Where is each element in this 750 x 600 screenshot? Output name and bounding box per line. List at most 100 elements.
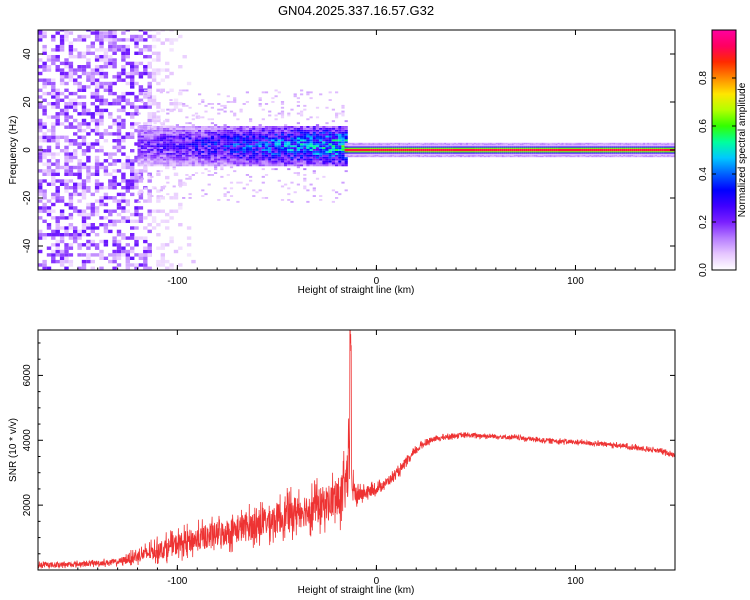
spectrogram-carrier-cell: [454, 156, 456, 158]
spectrogram-signal-cell: [191, 149, 195, 151]
spectrogram-carrier-cell: [428, 144, 431, 146]
spectrogram-carrier-cell: [549, 153, 552, 155]
spectrogram-carrier-cell: [368, 148, 371, 150]
spectrogram-signal-cell: [185, 141, 189, 144]
spectrogram-signal-cell: [335, 156, 339, 159]
spectrogram-noise-cell: [59, 41, 65, 45]
spectrogram-noise-cell: [151, 115, 157, 119]
spectrogram-noise-cell: [116, 263, 122, 267]
spectrogram-carrier-cell: [565, 146, 568, 148]
spectrogram-carrier-cell: [617, 148, 620, 150]
spectrogram-signal-cell: [341, 162, 345, 165]
spectrogram-signal-cell: [236, 126, 240, 128]
spectrogram-carrier-cell: [501, 142, 504, 144]
spectrogram-carrier-cell: [507, 148, 510, 150]
spectrogram-carrier-cell: [587, 148, 590, 150]
spectrogram-carrier-cell: [374, 152, 377, 154]
spectrogram-signal-cell: [239, 127, 243, 130]
spectrogram-signal-cell: [156, 170, 160, 173]
spectrogram-noise-cell: [73, 142, 78, 146]
spectrogram-carrier-cell: [458, 147, 460, 149]
spectrogram-carrier-cell: [483, 154, 486, 156]
spectrogram-signal-cell: [172, 137, 176, 140]
spectrogram-signal-cell: [229, 131, 234, 134]
spectrogram-carrier-cell: [515, 151, 518, 153]
spectrogram-carrier-cell: [631, 154, 634, 156]
spectrogram-signal-cell: [306, 143, 310, 146]
spectrogram-carrier-cell: [436, 144, 439, 146]
spectrogram-carrier-cell: [489, 147, 492, 149]
spectrogram-noise-cell: [112, 199, 117, 203]
spectrogram-carrier-cell: [396, 156, 399, 158]
spectrogram-carrier-cell: [547, 145, 550, 147]
spectrogram-noise-cell: [99, 253, 104, 257]
spectrogram-signal-cell: [169, 133, 173, 136]
spectrogram-signal-cell: [143, 135, 148, 138]
spectrogram-carrier-cell: [527, 146, 530, 148]
spectrogram-signal-cell: [175, 127, 179, 130]
spectrogram-carrier-cell: [432, 151, 435, 153]
spectrogram-carrier-cell: [481, 151, 484, 153]
spectrogram-signal-cell: [191, 162, 195, 165]
spectrogram-carrier-cell: [430, 153, 433, 155]
spectrogram-signal-cell: [182, 127, 186, 130]
spectrogram-carrier-cell: [563, 142, 566, 144]
spectrogram-carrier-cell: [625, 154, 628, 156]
spectrogram-signal-cell: [312, 133, 316, 136]
spectrogram-carrier-cell: [613, 156, 616, 158]
spectrogram-noise-cell: [73, 38, 78, 42]
spectrogram-carrier-cell: [346, 152, 349, 154]
spectrogram-carrier-cell: [422, 144, 425, 146]
spectrogram-carrier-cell: [442, 153, 445, 155]
spectrogram-carrier-cell: [416, 145, 419, 147]
spectrogram-signal-cell: [306, 127, 310, 130]
spectrogram-carrier-cell: [621, 144, 624, 146]
spectrogram-signal-cell: [188, 137, 192, 140]
spectrogram-signal-cell: [335, 145, 339, 148]
spectrogram-signal-cell: [309, 141, 313, 144]
spectrogram-carrier-cell: [454, 142, 456, 144]
spectrogram-carrier-cell: [651, 151, 654, 153]
spectrogram-signal-cell: [159, 162, 163, 165]
spectrogram-noise-cell: [38, 179, 43, 183]
spectrogram-noise-cell: [108, 219, 113, 223]
spectrogram-signal-cell: [239, 135, 243, 138]
spectrogram-noise-cell: [103, 139, 109, 143]
spectrogram-noise-cell: [86, 243, 91, 247]
spectrogram-noise-cell: [90, 253, 95, 257]
spectrogram-noise-cell: [151, 44, 157, 49]
spectrogram-carrier-cell: [348, 145, 351, 147]
spectrogram-carrier-cell: [434, 145, 437, 147]
spectrogram-signal-cell: [264, 143, 269, 146]
spectrogram-signal-cell: [198, 135, 202, 138]
spectrogram-carrier-cell: [659, 142, 662, 144]
spectrogram-signal-cell: [249, 151, 253, 153]
spectrogram-noise-cell: [138, 216, 144, 220]
spectrogram-carrier-cell: [669, 151, 671, 153]
spectrogram-carrier-cell: [529, 153, 532, 155]
spectrogram-noise-cell: [125, 112, 130, 116]
spectrogram-noise-cell: [169, 48, 174, 52]
spectrogram-signal-cell: [175, 133, 179, 136]
spectrogram-noise-cell: [94, 246, 100, 250]
spectrogram-noise-cell: [165, 226, 170, 230]
spectrogram-carrier-cell: [501, 156, 504, 158]
spectrogram-signal-cell: [249, 131, 253, 134]
spectrogram-carrier-cell: [561, 153, 564, 155]
spectrogram-signal-cell: [166, 139, 170, 142]
spectrogram-noise-cell: [51, 115, 56, 119]
spectrogram-carrier-cell: [581, 153, 584, 155]
spectrogram-carrier-cell: [513, 151, 516, 153]
spectrogram-signal-cell: [290, 131, 294, 134]
spectrogram-carrier-cell: [505, 147, 508, 149]
spectrogram-signal-cell: [239, 110, 243, 113]
spectrogram-signal-cell: [306, 162, 310, 165]
spectrogram-noise-cell: [147, 61, 152, 66]
spectrogram-noise-cell: [64, 95, 69, 99]
spectrogram-carrier-cell: [581, 145, 584, 147]
spectrogram-carrier-cell: [583, 148, 586, 150]
spectrogram-signal-cell: [220, 164, 224, 167]
spectrogram-carrier-cell: [665, 151, 667, 153]
spectrogram-carrier-cell: [485, 144, 488, 146]
spectrogram-carrier-cell: [485, 147, 488, 149]
